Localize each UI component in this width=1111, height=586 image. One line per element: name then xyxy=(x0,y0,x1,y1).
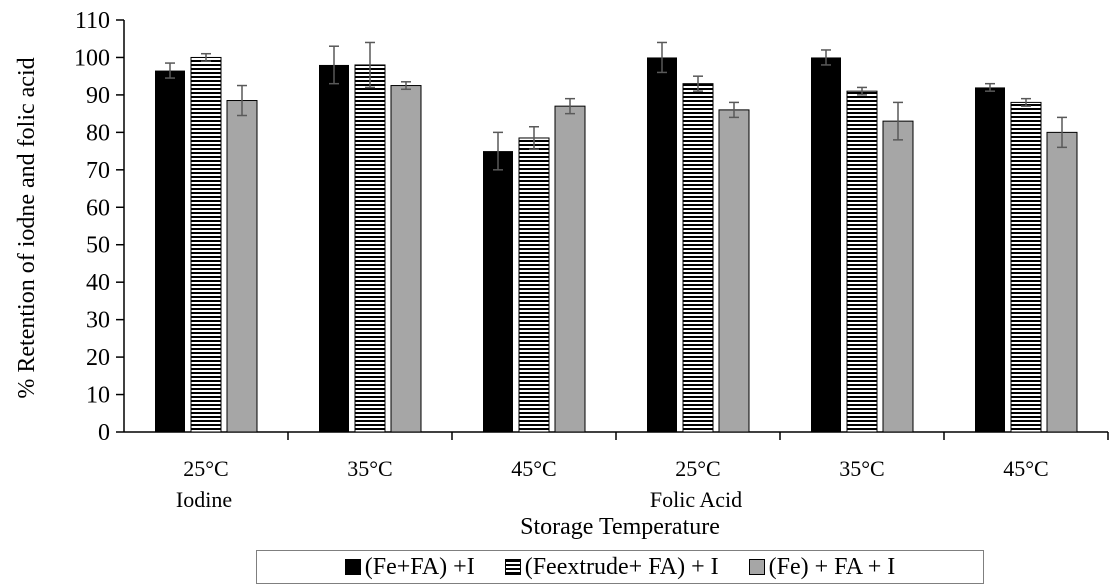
x-category-label: 45°C xyxy=(511,456,556,481)
bar xyxy=(1010,101,1042,433)
bar xyxy=(319,64,349,432)
y-tick-label: 10 xyxy=(86,383,110,409)
bar xyxy=(1046,131,1078,433)
bar xyxy=(226,100,258,433)
x-category-label: 25°C xyxy=(183,456,228,481)
bar xyxy=(518,137,550,433)
x-category-label: 35°C xyxy=(347,456,392,481)
y-axis-title: % Retention of iodne and folic acid xyxy=(14,57,40,398)
bar xyxy=(882,120,914,433)
bar xyxy=(682,83,714,433)
legend-item-series-3: (Fe) + FA + I xyxy=(748,553,896,581)
group-label-iodine: Iodine xyxy=(176,487,232,512)
bar xyxy=(390,85,422,433)
x-category-label: 45°C xyxy=(1003,456,1048,481)
y-tick-label: 30 xyxy=(86,308,110,334)
legend-label-series-3: (Fe) + FA + I xyxy=(768,553,896,580)
bar xyxy=(354,64,386,433)
bar xyxy=(718,109,750,433)
legend: (Fe+FA) +I (Feextrude+ FA) + I (Fe) + FA… xyxy=(256,550,984,584)
bar xyxy=(647,57,677,433)
y-tick-label: 90 xyxy=(86,83,110,109)
x-category-label: 25°C xyxy=(675,456,720,481)
legend-item-series-2: (Feextrude+ FA) + I xyxy=(504,553,719,581)
group-label-folic-acid: Folic Acid xyxy=(650,487,742,512)
legend-swatch-solid-black xyxy=(344,559,361,575)
bar xyxy=(190,56,222,433)
y-tick-label: 50 xyxy=(86,233,110,259)
bar xyxy=(975,87,1005,432)
legend-item-series-1: (Fe+FA) +I xyxy=(344,553,475,581)
x-category-label: 35°C xyxy=(839,456,884,481)
bar xyxy=(155,70,185,433)
y-tick-label: 100 xyxy=(74,45,110,71)
legend-swatch-gray xyxy=(748,559,765,575)
y-tick-label: 0 xyxy=(98,420,110,446)
y-tick-label: 20 xyxy=(86,345,110,371)
bar xyxy=(483,151,513,432)
y-tick-label: 110 xyxy=(75,8,110,34)
y-tick-label: 70 xyxy=(86,158,110,184)
bar xyxy=(554,105,586,433)
legend-label-series-2: (Feextrude+ FA) + I xyxy=(524,553,719,580)
legend-swatch-striped xyxy=(504,559,521,575)
x-axis-title: Storage Temperature xyxy=(520,514,720,540)
bar xyxy=(846,90,878,433)
y-tick-label: 60 xyxy=(86,195,110,221)
bar xyxy=(811,57,841,433)
y-tick-label: 80 xyxy=(86,120,110,146)
legend-label-series-1: (Fe+FA) +I xyxy=(364,553,475,580)
y-tick-label: 40 xyxy=(86,270,110,296)
